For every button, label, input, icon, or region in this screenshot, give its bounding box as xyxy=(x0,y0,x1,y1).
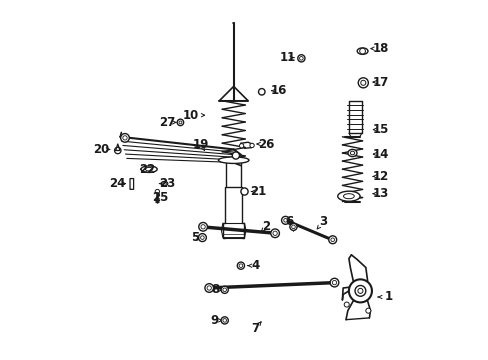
Circle shape xyxy=(360,80,365,85)
Circle shape xyxy=(272,231,277,235)
Text: 13: 13 xyxy=(372,187,388,200)
Circle shape xyxy=(283,219,287,222)
Circle shape xyxy=(258,89,264,95)
Circle shape xyxy=(354,285,365,296)
Circle shape xyxy=(359,48,365,54)
Text: 5: 5 xyxy=(190,231,199,244)
Text: 17: 17 xyxy=(372,76,388,89)
Text: 10: 10 xyxy=(183,109,199,122)
Circle shape xyxy=(223,319,226,322)
Text: 21: 21 xyxy=(249,185,266,198)
Text: 6: 6 xyxy=(285,215,293,228)
Ellipse shape xyxy=(337,191,359,201)
Text: 22: 22 xyxy=(139,163,155,176)
Text: 8: 8 xyxy=(210,283,219,296)
Ellipse shape xyxy=(343,194,354,199)
Circle shape xyxy=(198,234,206,242)
Circle shape xyxy=(239,144,244,148)
Text: 12: 12 xyxy=(372,170,388,183)
Ellipse shape xyxy=(218,157,248,163)
Text: 15: 15 xyxy=(372,123,388,136)
Circle shape xyxy=(232,152,239,159)
Circle shape xyxy=(365,308,370,313)
Circle shape xyxy=(299,57,303,60)
Circle shape xyxy=(114,147,121,154)
Circle shape xyxy=(357,288,362,293)
Circle shape xyxy=(249,143,254,148)
Circle shape xyxy=(122,136,127,140)
Circle shape xyxy=(206,286,211,290)
Circle shape xyxy=(239,264,242,267)
Ellipse shape xyxy=(145,167,152,171)
Circle shape xyxy=(155,189,159,194)
Ellipse shape xyxy=(161,181,167,186)
Text: 18: 18 xyxy=(372,42,388,55)
Circle shape xyxy=(358,78,367,88)
Circle shape xyxy=(177,119,183,126)
Text: 25: 25 xyxy=(151,191,168,204)
Circle shape xyxy=(179,121,182,124)
Circle shape xyxy=(344,302,348,307)
Circle shape xyxy=(270,229,279,238)
Circle shape xyxy=(291,225,295,229)
Ellipse shape xyxy=(347,149,356,157)
Text: 19: 19 xyxy=(192,138,208,150)
Text: 1: 1 xyxy=(384,291,392,303)
Circle shape xyxy=(329,278,338,287)
Circle shape xyxy=(204,284,213,292)
Circle shape xyxy=(221,317,228,324)
Text: 23: 23 xyxy=(159,177,175,190)
Circle shape xyxy=(328,236,336,244)
Text: 2: 2 xyxy=(262,220,269,233)
Text: 20: 20 xyxy=(93,143,109,156)
Circle shape xyxy=(200,236,204,239)
Circle shape xyxy=(332,280,336,285)
Ellipse shape xyxy=(141,166,157,172)
Circle shape xyxy=(241,188,247,195)
FancyBboxPatch shape xyxy=(130,179,133,189)
Circle shape xyxy=(199,222,207,231)
Text: 4: 4 xyxy=(251,259,259,272)
Circle shape xyxy=(223,288,226,292)
Circle shape xyxy=(289,223,296,230)
Text: 16: 16 xyxy=(270,84,286,97)
Circle shape xyxy=(281,216,289,224)
Circle shape xyxy=(348,279,371,302)
Text: 3: 3 xyxy=(319,215,327,228)
Circle shape xyxy=(221,286,228,293)
Circle shape xyxy=(237,262,244,269)
Text: 11: 11 xyxy=(279,51,295,64)
Ellipse shape xyxy=(356,48,367,54)
Text: 9: 9 xyxy=(210,314,219,327)
Circle shape xyxy=(330,238,334,242)
Text: 26: 26 xyxy=(257,138,274,150)
Text: 14: 14 xyxy=(372,148,388,161)
Text: 24: 24 xyxy=(109,177,126,190)
Ellipse shape xyxy=(349,151,354,155)
Circle shape xyxy=(201,225,205,229)
Circle shape xyxy=(297,55,305,62)
Text: 27: 27 xyxy=(159,116,175,129)
Circle shape xyxy=(163,182,166,185)
Text: 7: 7 xyxy=(251,322,259,335)
Circle shape xyxy=(121,134,129,142)
